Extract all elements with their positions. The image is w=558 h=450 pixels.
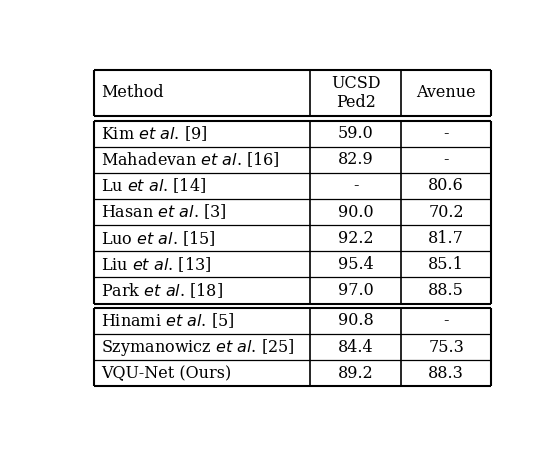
Text: Lu $\it{et\ al}$. [14]: Lu $\it{et\ al}$. [14] <box>102 176 206 195</box>
Text: Hinami $\it{et\ al}$. [5]: Hinami $\it{et\ al}$. [5] <box>102 311 235 330</box>
Text: 75.3: 75.3 <box>429 338 464 356</box>
Text: 59.0: 59.0 <box>338 125 374 142</box>
Text: Park $\it{et\ al}$. [18]: Park $\it{et\ al}$. [18] <box>102 281 223 300</box>
Text: 90.0: 90.0 <box>338 203 373 220</box>
Text: 70.2: 70.2 <box>429 203 464 220</box>
Text: Szymanowicz $\it{et\ al}$. [25]: Szymanowicz $\it{et\ al}$. [25] <box>102 337 295 358</box>
Text: UCSD
Ped2: UCSD Ped2 <box>331 75 381 111</box>
Text: 81.7: 81.7 <box>429 230 464 247</box>
Text: 92.2: 92.2 <box>338 230 373 247</box>
Text: 85.1: 85.1 <box>429 256 464 273</box>
Text: Mahadevan $\it{et\ al}$. [16]: Mahadevan $\it{et\ al}$. [16] <box>102 150 280 169</box>
Text: 84.4: 84.4 <box>338 338 373 356</box>
Text: 80.6: 80.6 <box>429 177 464 194</box>
Text: -: - <box>444 125 449 142</box>
Text: VQU-Net (Ours): VQU-Net (Ours) <box>102 364 232 382</box>
Text: -: - <box>444 312 449 329</box>
Text: Kim $\it{et\ al}$. [9]: Kim $\it{et\ al}$. [9] <box>102 124 208 143</box>
Text: 97.0: 97.0 <box>338 282 374 299</box>
Text: Avenue: Avenue <box>416 85 476 102</box>
Text: 82.9: 82.9 <box>338 151 374 168</box>
Text: Hasan $\it{et\ al}$. [3]: Hasan $\it{et\ al}$. [3] <box>102 202 227 221</box>
Text: Method: Method <box>102 85 164 102</box>
Text: 88.5: 88.5 <box>429 282 464 299</box>
Text: Liu $\it{et\ al}$. [13]: Liu $\it{et\ al}$. [13] <box>102 255 211 274</box>
Text: -: - <box>353 177 358 194</box>
Text: 89.2: 89.2 <box>338 364 374 382</box>
Text: 88.3: 88.3 <box>429 364 464 382</box>
Text: Luo $\it{et\ al}$. [15]: Luo $\it{et\ al}$. [15] <box>102 229 216 248</box>
Text: 95.4: 95.4 <box>338 256 374 273</box>
Text: 90.8: 90.8 <box>338 312 374 329</box>
Text: -: - <box>444 151 449 168</box>
